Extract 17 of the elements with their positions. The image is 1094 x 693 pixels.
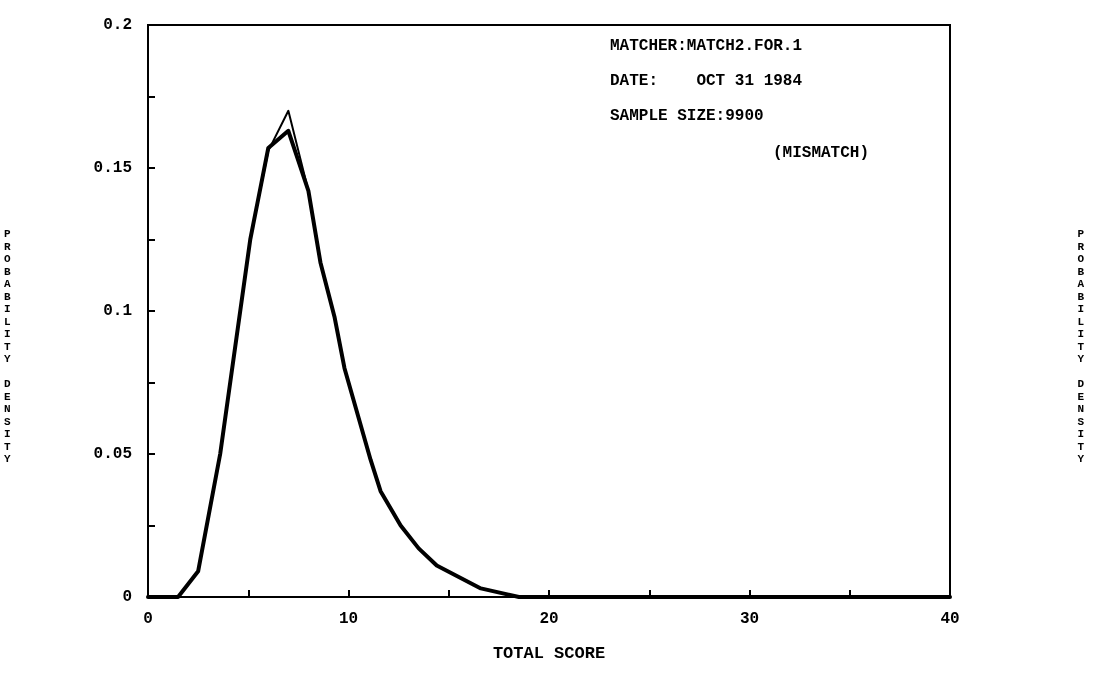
annotation: SAMPLE SIZE:9900 (610, 107, 764, 125)
y-tick-label: 0.15 (93, 159, 132, 177)
x-tick-label: 0 (143, 610, 153, 628)
annotation: MATCHER:MATCH2.FOR.1 (610, 37, 803, 55)
annotation: DATE: OCT 31 1984 (610, 72, 803, 90)
y-tick-label: 0.05 (93, 445, 132, 463)
x-axis-title: TOTAL SCORE (492, 644, 606, 663)
annotation: (MISMATCH) (773, 144, 870, 162)
x-tick-label: 10 (338, 610, 359, 628)
y-tick-label: 0.2 (103, 16, 132, 34)
text: PROBABILITY DENSITY (1077, 228, 1085, 465)
x-tick-label: 40 (940, 610, 960, 628)
text: PROBABILITY DENSITY (4, 228, 11, 465)
x-tick-label: 20 (539, 610, 559, 628)
x-tick-label: 30 (739, 610, 760, 628)
y-tick-label: 0 (122, 588, 132, 606)
y-tick-label: 0.1 (103, 302, 132, 320)
